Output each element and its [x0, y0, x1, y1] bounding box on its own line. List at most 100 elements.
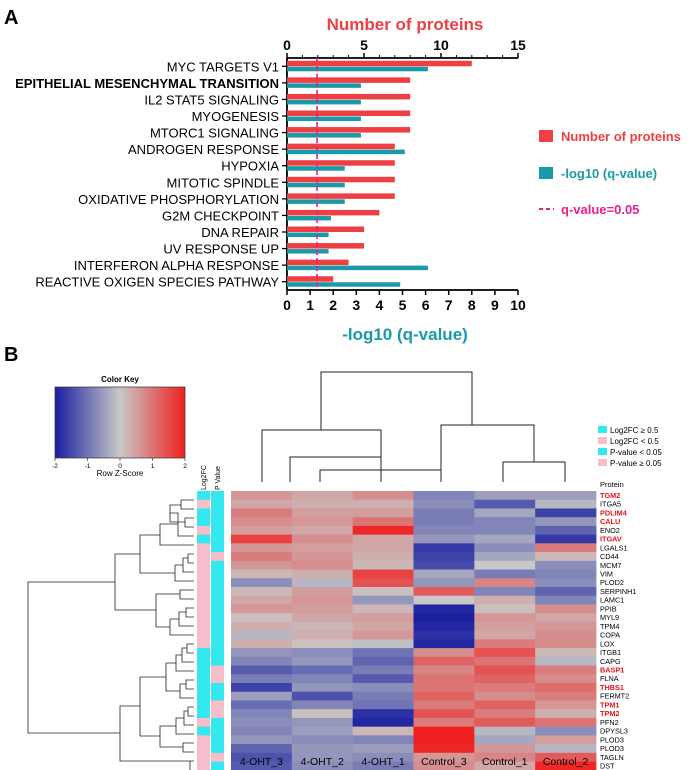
heatmap-cell	[291, 700, 354, 710]
heatmap-cell	[231, 491, 293, 501]
log2fc-cell	[197, 534, 210, 544]
bottom-axis-tick-label: 3	[352, 297, 360, 313]
heatmap-cell	[413, 761, 475, 770]
heatmap-cell	[352, 630, 414, 640]
bar-qvalue	[287, 116, 361, 121]
heatmap-cell	[231, 587, 293, 597]
heatmap-cell	[231, 543, 293, 553]
heatmap-cell	[231, 525, 293, 536]
heatmap-cell	[535, 735, 597, 745]
top-axis-tick-label: 10	[433, 37, 449, 53]
heatmap-cell	[291, 525, 354, 536]
protein-label: ITGB1	[600, 648, 621, 657]
pvalue-cell	[211, 744, 224, 754]
heatmap-cell	[352, 691, 414, 701]
log2fc-cell	[197, 665, 210, 675]
heatmap-cell	[231, 621, 293, 632]
heatmap-cell	[535, 674, 597, 684]
heatmap-cell	[535, 691, 597, 701]
log2fc-cell	[197, 491, 210, 501]
color-key-ticks: -2 -1 0 1 2	[52, 458, 187, 470]
heatmap-cell	[474, 569, 536, 579]
heatmap-cell	[352, 717, 414, 728]
protein-label: TGM2	[600, 491, 620, 500]
annotation-columns	[197, 491, 226, 770]
heatmap-cell	[352, 613, 414, 623]
protein-label: SERPINH1	[600, 587, 637, 596]
protein-label: PLOD2	[600, 578, 624, 587]
log2fc-cell	[197, 683, 210, 693]
heatmap-cell	[231, 665, 293, 675]
bottom-axis-title: -log10 (q-value)	[342, 325, 468, 344]
heatmap-cell	[231, 648, 293, 658]
heatmap-cell	[291, 691, 354, 701]
heatmap-cell	[352, 517, 414, 527]
heatmap-cells	[231, 491, 597, 770]
category-label: DNA REPAIR	[201, 225, 279, 240]
heatmap-cell	[352, 578, 414, 588]
heatmap-cell	[291, 639, 354, 649]
heatmap-cell	[291, 613, 354, 623]
legend-swatch-qvalue	[539, 167, 553, 179]
heatmap-cell	[352, 735, 414, 745]
heatmap-cell	[231, 691, 293, 701]
heatmap-cell	[352, 700, 414, 710]
heatmap-cell	[231, 656, 293, 666]
heatmap-cell	[474, 752, 536, 762]
log2fc-cell	[197, 604, 210, 614]
protein-label: LAMC1	[600, 596, 624, 605]
pvalue-cell	[211, 525, 224, 536]
heatmap-cell	[474, 735, 536, 745]
heatmap-cell	[413, 674, 475, 684]
heatmap-cell	[291, 630, 354, 640]
heatmap-cell	[291, 717, 354, 728]
heatmap-cell	[291, 534, 354, 544]
heatmap-cell	[474, 613, 536, 623]
heatmap-cell	[474, 578, 536, 588]
bar-qvalue	[287, 83, 361, 88]
heatmap-cell	[291, 569, 354, 579]
heatmap-cell	[535, 630, 597, 640]
heatmap-cell	[474, 717, 536, 728]
legend-swatch	[598, 448, 607, 455]
heatmap-cell	[352, 508, 414, 518]
heatmap-cell	[413, 656, 475, 666]
heatmap-cell	[535, 665, 597, 675]
pvalue-cell	[211, 700, 224, 710]
heatmap-cell	[413, 744, 475, 754]
category-label: ANDROGEN RESPONSE	[128, 142, 279, 157]
category-label: MTORC1 SIGNALING	[150, 126, 279, 141]
heatmap-cell	[291, 543, 354, 553]
log2fc-cell	[197, 587, 210, 597]
heatmap-cell	[474, 691, 536, 701]
pvalue-cell	[211, 508, 224, 518]
heatmap-cell	[413, 552, 475, 562]
protein-label: ITGA5	[600, 500, 621, 509]
heatmap-cell	[291, 508, 354, 518]
protein-label: DPYSL3	[600, 727, 628, 736]
category-label: G2M CHECKPOINT	[162, 208, 279, 223]
protein-label: TPM1	[600, 700, 619, 709]
protein-label: TAGLN	[600, 753, 624, 762]
heatmap-cell	[231, 735, 293, 745]
heatmap-cell	[291, 674, 354, 684]
heatmap-cell	[352, 543, 414, 553]
bar-qvalue	[287, 166, 345, 171]
heatmap-cell	[474, 499, 536, 509]
pvalue-cell	[211, 543, 224, 553]
heatmap-cell	[352, 639, 414, 649]
bar-proteins	[287, 276, 334, 282]
heatmap-cell	[535, 595, 597, 605]
heatmap-cell	[291, 709, 354, 719]
heatmap-cell	[352, 648, 414, 658]
heatmap-cell	[352, 604, 414, 614]
heatmap-cell	[474, 744, 536, 754]
bottom-axis-tick-label: 6	[422, 297, 430, 313]
heatmap-cell	[474, 543, 536, 553]
protein-label: FERMT2	[600, 692, 629, 701]
heatmap-cell	[413, 691, 475, 701]
heatmap-cell	[474, 587, 536, 597]
heatmap-cell	[291, 621, 354, 632]
log2fc-cell	[197, 578, 210, 588]
log2fc-cell	[197, 525, 210, 536]
